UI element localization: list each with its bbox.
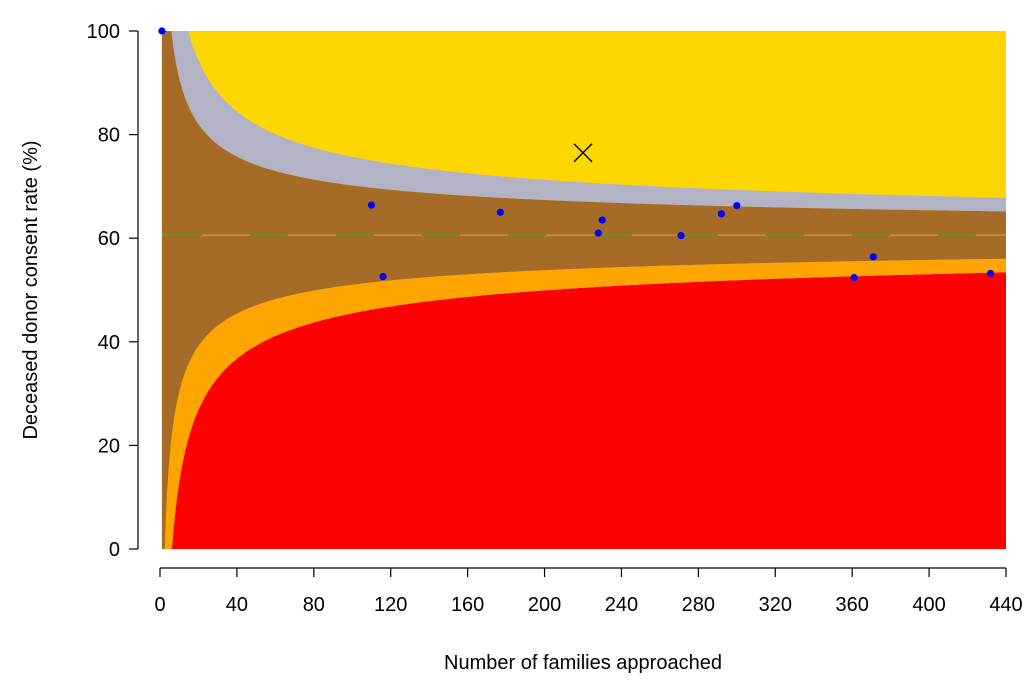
region-below-outer-limit (161, 272, 1007, 549)
data-point-0-0 (158, 27, 166, 35)
x-tick-label-440: 440 (989, 594, 1022, 616)
x-tick-label-80: 80 (303, 594, 325, 616)
y-tick-label-20: 20 (98, 435, 120, 457)
data-point-0-11 (987, 269, 995, 278)
data-point-0-4 (594, 229, 602, 237)
data-point-0-1 (367, 201, 376, 209)
data-point-0-10 (869, 253, 877, 261)
x-tick-label-360: 360 (835, 594, 868, 616)
x-tick-label-40: 40 (226, 594, 248, 616)
y-tick-label-60: 60 (98, 228, 120, 250)
data-point-0-2 (379, 272, 387, 281)
x-tick-label-160: 160 (451, 594, 484, 616)
y-tick-label-0: 0 (109, 539, 120, 561)
y-axis-title: Deceased donor consent rate (%) (20, 140, 42, 439)
cross-marker-stroke-b (573, 143, 593, 163)
region-between-upper-limits (161, 31, 1007, 212)
y-tick-label-40: 40 (98, 332, 120, 354)
x-axis: 0 40 80 120 160 200 240 280 320 360 400 440 (154, 567, 1023, 616)
cross-marker-1-0 (573, 143, 593, 163)
y-axis: 0 20 40 60 80 100 (87, 21, 139, 561)
data-point-0-9 (850, 273, 858, 282)
data-point-0-7 (717, 210, 726, 218)
x-tick-label-0: 0 (154, 594, 165, 616)
x-tick-label-120: 120 (374, 594, 407, 616)
data-points (158, 27, 995, 282)
y-tick-label-80: 80 (98, 125, 120, 147)
x-tick-label-200: 200 (528, 594, 561, 616)
data-point-0-5 (598, 216, 606, 224)
x-tick-label-320: 320 (759, 594, 792, 616)
y-tick-label-100: 100 (87, 21, 120, 43)
data-point-0-3 (496, 208, 504, 216)
x-tick-label-280: 280 (682, 594, 715, 616)
data-point-0-6 (677, 232, 685, 240)
x-tick-label-240: 240 (605, 594, 638, 616)
x-tick-label-400: 400 (912, 594, 945, 616)
funnel-regions (161, 31, 1007, 549)
data-point-0-8 (733, 201, 741, 210)
x-axis-title: Number of families approached (444, 652, 722, 674)
